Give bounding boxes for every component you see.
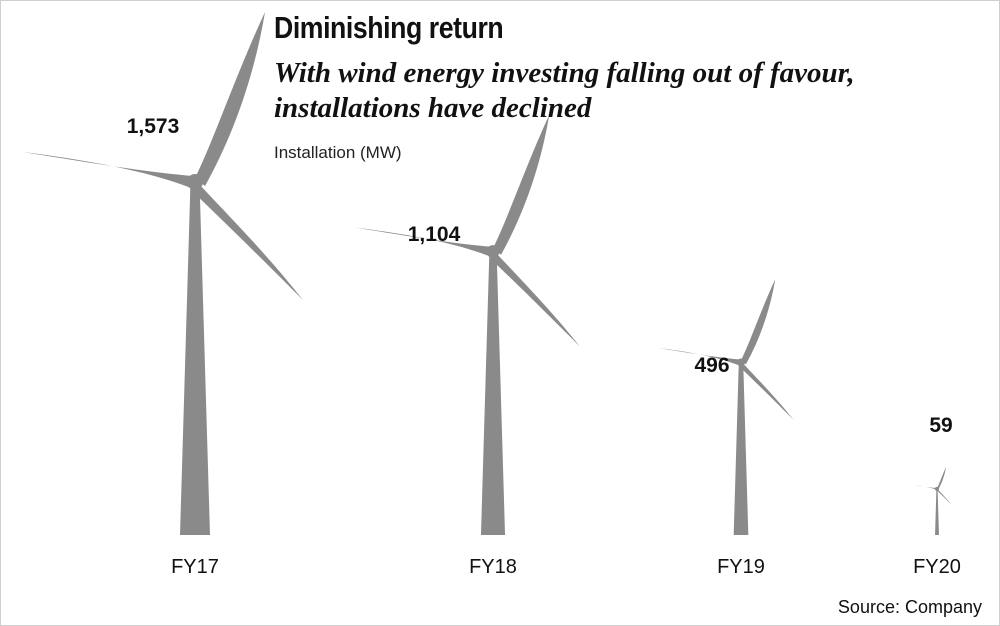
- category-label: FY18: [469, 556, 517, 578]
- turbine-fy20: [914, 466, 952, 535]
- category-label: FY17: [171, 556, 219, 578]
- turbine-blade: [491, 253, 580, 347]
- turbine-fy17: [23, 12, 303, 535]
- turbine-fy19: [656, 279, 794, 535]
- y-axis-label: Installation (MW): [274, 143, 402, 162]
- turbine-hub: [935, 486, 939, 491]
- value-label: 496: [694, 354, 729, 377]
- turbine-blade: [23, 152, 193, 188]
- turbine-blade: [914, 484, 937, 490]
- turbine-hub: [737, 358, 745, 367]
- value-label: 1,573: [127, 115, 180, 138]
- turbine-blade: [937, 466, 947, 490]
- turbine-hub: [486, 245, 500, 258]
- chart-title: Diminishing return: [274, 10, 504, 45]
- turbine-blade: [741, 279, 776, 365]
- turbine-tower: [733, 362, 749, 535]
- chart-subtitle: With wind energy investing falling out o…: [274, 56, 855, 126]
- turbine-fy18: [354, 115, 580, 536]
- turbine-blade: [740, 363, 794, 421]
- source-note: Source: Company: [837, 597, 982, 617]
- category-label: FY19: [717, 556, 765, 578]
- category-label: FY20: [913, 556, 961, 578]
- turbine-tower: [180, 182, 210, 535]
- turbine-hub: [187, 174, 203, 190]
- turbine-tower: [935, 488, 939, 535]
- turbine-blade: [493, 115, 550, 255]
- turbine-blade: [193, 184, 303, 300]
- subtitle-line-2: installations have declined: [274, 92, 592, 124]
- value-label: 59: [929, 414, 952, 437]
- value-label: 1,104: [408, 223, 461, 246]
- turbine-blade: [936, 489, 952, 505]
- turbine-tower: [480, 251, 506, 536]
- turbine-blade: [195, 12, 265, 186]
- subtitle-line-1: With wind energy investing falling out o…: [274, 57, 855, 89]
